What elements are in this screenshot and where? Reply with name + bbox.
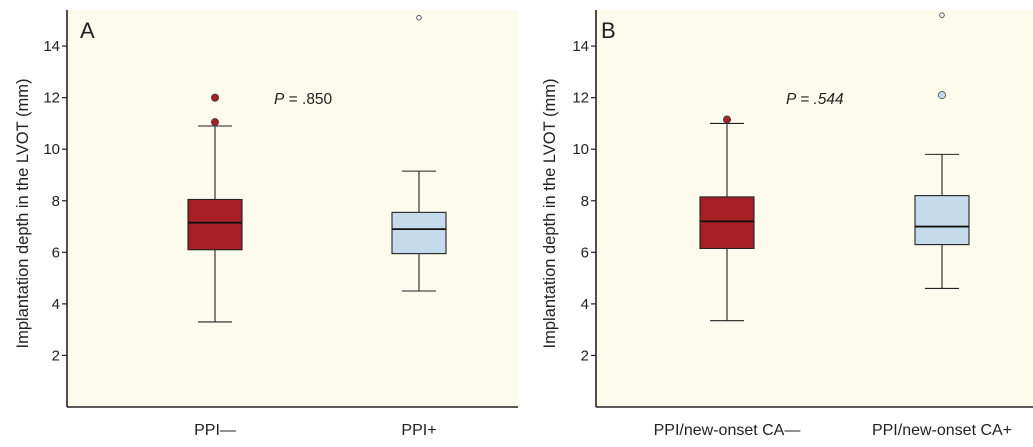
extreme-point — [416, 14, 422, 21]
y-tick-label: 12 — [572, 90, 589, 107]
y-tick-label: 2 — [581, 347, 589, 364]
y-axis-label: Implantation depth in the LVOT (mm) — [14, 79, 32, 349]
iqr-box — [187, 198, 243, 251]
y-tick-label: 14 — [43, 38, 60, 55]
y-tick-label: 8 — [52, 193, 60, 210]
box-negative-group: PPI/new-onset CA— — [654, 115, 801, 439]
p-value-annotation: P = .850 — [274, 91, 333, 108]
y-tick-label: 4 — [52, 296, 60, 313]
plot-background — [67, 10, 518, 407]
extreme-point — [210, 93, 220, 102]
panel-label: B — [601, 18, 616, 43]
p-symbol: P — [786, 91, 797, 108]
outlier-point — [938, 91, 947, 100]
x-category-label: PPI— — [194, 422, 236, 439]
y-tick-label: 14 — [572, 38, 589, 55]
extreme-point — [722, 115, 732, 124]
y-axis-label: Implantation depth in the LVOT (mm) — [541, 79, 559, 349]
p-symbol: P — [274, 91, 285, 108]
y-tick-label: 10 — [572, 141, 589, 158]
box-positive-group: PPI+ — [391, 14, 447, 439]
panel-label: A — [80, 18, 95, 43]
y-tick-label: 6 — [581, 244, 589, 261]
y-tick-label: 4 — [581, 296, 589, 313]
x-category-label: PPI+ — [401, 422, 436, 439]
y-tick-label: 6 — [52, 244, 60, 261]
p-value-text: = .544 — [796, 91, 844, 108]
extreme-point — [939, 12, 945, 18]
y-tick-label: 2 — [52, 347, 60, 364]
p-value-text: = .850 — [284, 91, 332, 108]
y-tick-label: 10 — [43, 141, 60, 158]
outlier-point — [210, 118, 219, 127]
iqr-box — [914, 195, 970, 246]
box-negative-group: PPI— — [187, 93, 243, 439]
box-positive-group: PPI/new-onset CA+ — [872, 12, 1012, 439]
iqr-box — [699, 196, 755, 250]
y-tick-label: 8 — [581, 193, 589, 210]
panel-a: 2 4 6 8 10 12 14 Implantation depth in the LVOT… — [14, 10, 518, 439]
iqr-box — [391, 211, 447, 255]
p-value-annotation: P = .544 — [786, 91, 844, 108]
x-category-label: PPI/new-onset CA— — [654, 422, 801, 439]
panel-b: 2 4 6 8 10 12 14 Implantation depth in the LVOT… — [541, 10, 1033, 439]
y-tick-label: 12 — [43, 90, 60, 107]
x-category-label: PPI/new-onset CA+ — [872, 422, 1012, 439]
